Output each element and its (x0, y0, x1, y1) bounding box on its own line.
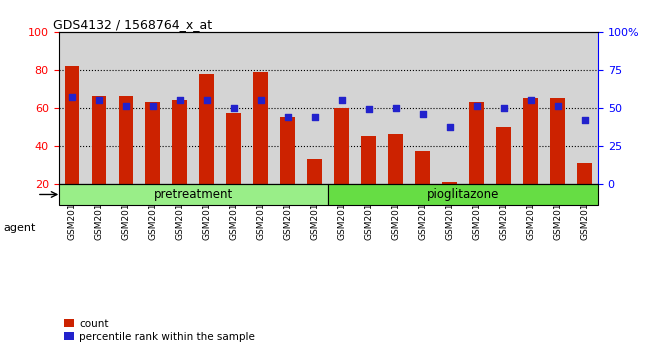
Point (94, 97, 104, 103)
Bar (388, 134, 403, 184)
Bar (361, 136, 376, 184)
Bar (442, 182, 457, 184)
Point (445, 125, 455, 130)
Point (283, 114, 293, 120)
Point (121, 103, 131, 109)
Point (255, 97, 266, 103)
Bar (523, 98, 538, 184)
Legend: count, percentile rank within the sample: count, percentile rank within the sample (64, 319, 255, 342)
Point (202, 97, 212, 103)
Bar (307, 159, 322, 184)
Point (525, 97, 536, 103)
Point (309, 114, 320, 120)
Point (337, 97, 347, 103)
Bar (58, 184, 328, 205)
Point (175, 97, 185, 103)
Bar (469, 102, 484, 184)
Bar (92, 96, 107, 184)
Bar (226, 113, 241, 184)
Point (499, 105, 509, 110)
Bar (172, 100, 187, 184)
Text: agent: agent (3, 223, 36, 233)
Bar (64, 66, 79, 184)
Bar (200, 74, 214, 184)
Text: pioglitazone: pioglitazone (427, 188, 499, 201)
Bar (550, 98, 565, 184)
Point (579, 117, 590, 123)
Bar (328, 184, 598, 205)
Text: pretreatment: pretreatment (154, 188, 233, 201)
Point (148, 103, 158, 109)
Point (67, 94, 77, 100)
Bar (118, 96, 133, 184)
Bar (577, 163, 592, 184)
Point (363, 107, 374, 112)
Point (471, 103, 482, 109)
Bar (146, 102, 161, 184)
Bar (254, 72, 268, 184)
Bar (415, 152, 430, 184)
Text: GDS4132 / 1568764_x_at: GDS4132 / 1568764_x_at (53, 18, 213, 31)
Point (417, 111, 428, 117)
Bar (496, 127, 511, 184)
Bar (334, 108, 349, 184)
Point (229, 105, 239, 110)
Point (552, 103, 563, 109)
Bar (280, 117, 295, 184)
Point (391, 105, 401, 110)
